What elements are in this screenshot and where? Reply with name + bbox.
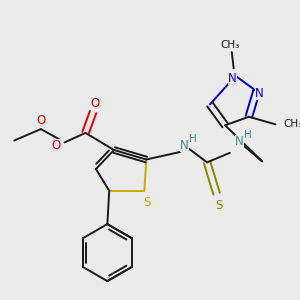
Text: CH₃: CH₃ [220, 40, 239, 50]
Text: O: O [36, 114, 46, 127]
Text: CH₃: CH₃ [283, 119, 300, 129]
Text: N: N [228, 72, 237, 85]
Text: N: N [255, 88, 264, 100]
Text: H: H [244, 130, 252, 140]
Text: S: S [143, 196, 151, 209]
Text: S: S [216, 199, 223, 212]
Text: O: O [51, 139, 61, 152]
Text: H: H [189, 134, 197, 144]
Text: N: N [180, 139, 189, 152]
Text: N: N [235, 135, 244, 148]
Text: O: O [90, 97, 100, 110]
